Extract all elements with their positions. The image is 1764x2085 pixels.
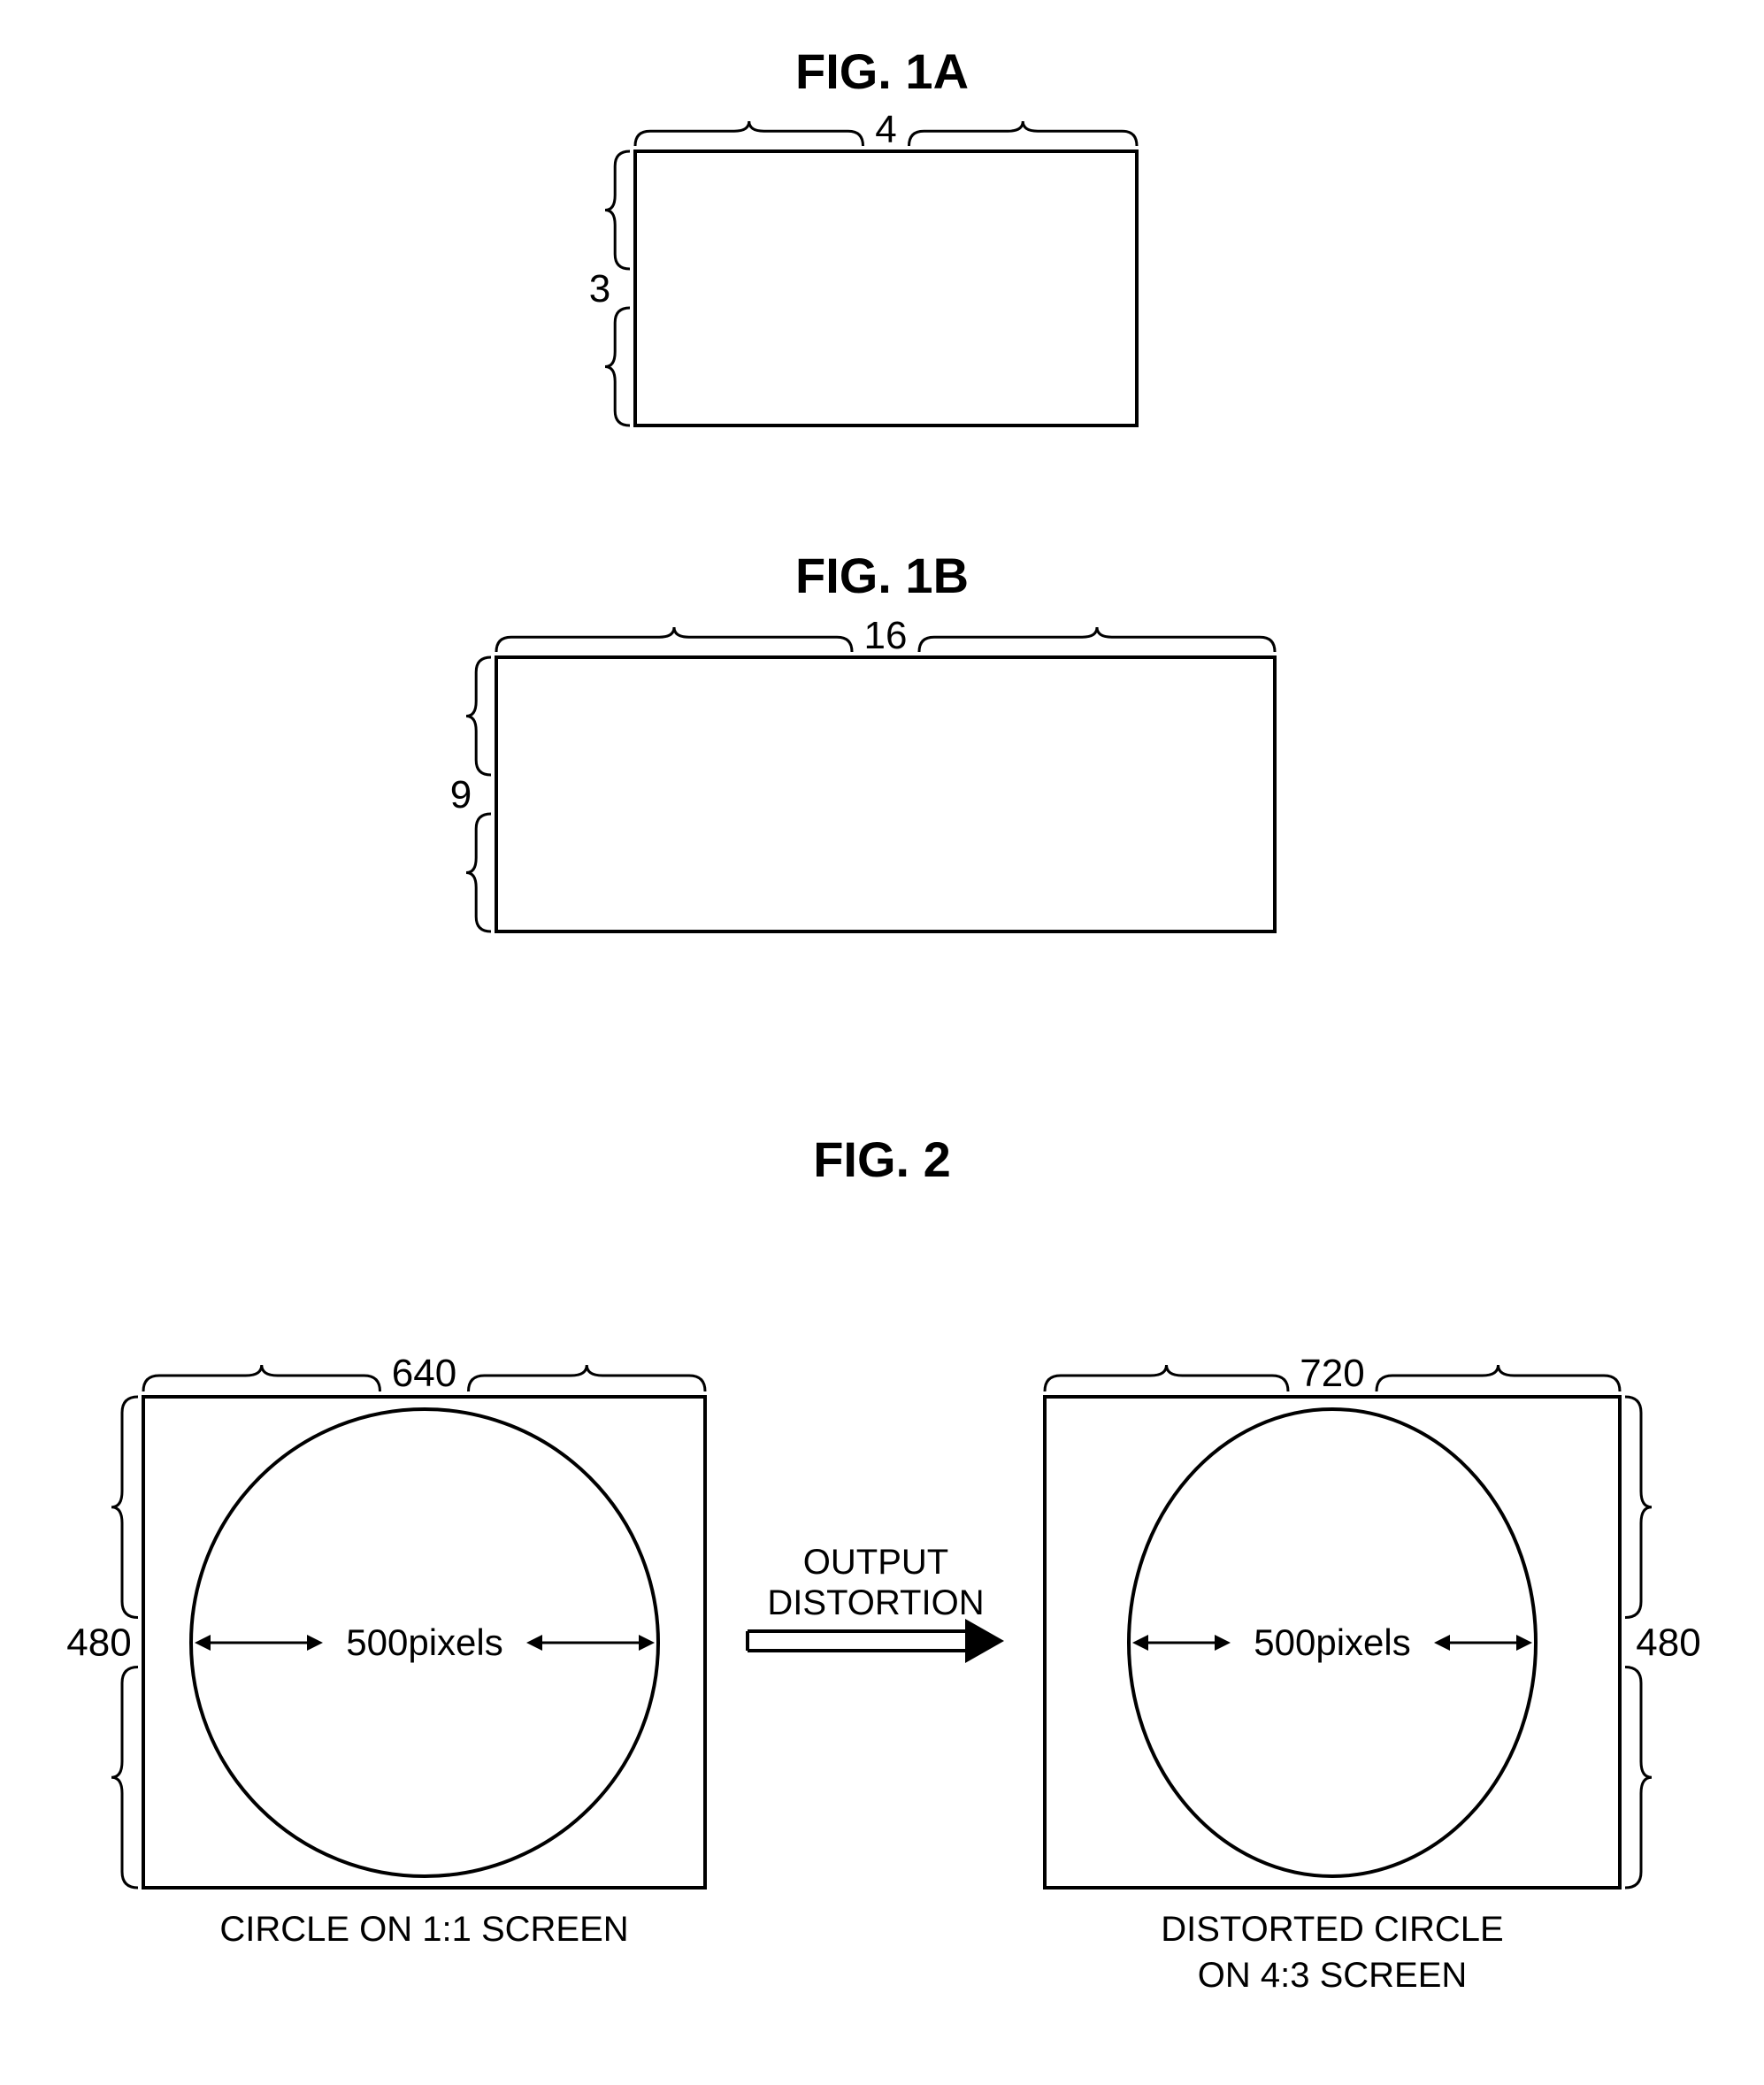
fig2-right-pixel-label: 500pixels — [1254, 1621, 1410, 1663]
fig1a-width-label: 4 — [875, 108, 896, 151]
fig2-title: FIG. 2 — [813, 1131, 951, 1187]
fig1a-rect — [635, 151, 1137, 425]
fig2-right-caption-1: DISTORTED CIRCLE — [1161, 1910, 1503, 1949]
fig2-right-caption-2: ON 4:3 SCREEN — [1198, 1956, 1468, 1995]
fig2-left-width-label: 640 — [392, 1352, 456, 1395]
fig1b-rect — [496, 657, 1275, 931]
fig1a-title: FIG. 1A — [795, 43, 969, 99]
fig2-left-caption: CIRCLE ON 1:1 SCREEN — [219, 1910, 628, 1949]
diagram-page: FIG. 1A 4 3 FIG. 1B 16 9 FIG. 2 640 480 500pixels… — [0, 0, 1764, 2085]
fig1b-width-label: 16 — [864, 614, 908, 657]
fig2-left-height-label: 480 — [66, 1621, 131, 1665]
fig1a-height-label: 3 — [589, 267, 610, 310]
fig1b-height-label: 9 — [450, 773, 472, 816]
fig1b-title: FIG. 1B — [795, 548, 969, 603]
fig2-arrow-label-top: OUTPUT — [803, 1543, 948, 1582]
diagram-svg: FIG. 1A 4 3 FIG. 1B 16 9 FIG. 2 640 480 500pixels… — [0, 0, 1764, 2085]
fig2-right-height-label: 480 — [1636, 1621, 1700, 1665]
fig2-arrow-label-bottom: DISTORTION — [767, 1583, 984, 1622]
fig2-left-pixel-label: 500pixels — [346, 1621, 502, 1663]
fig2-right-width-label: 720 — [1300, 1352, 1364, 1395]
